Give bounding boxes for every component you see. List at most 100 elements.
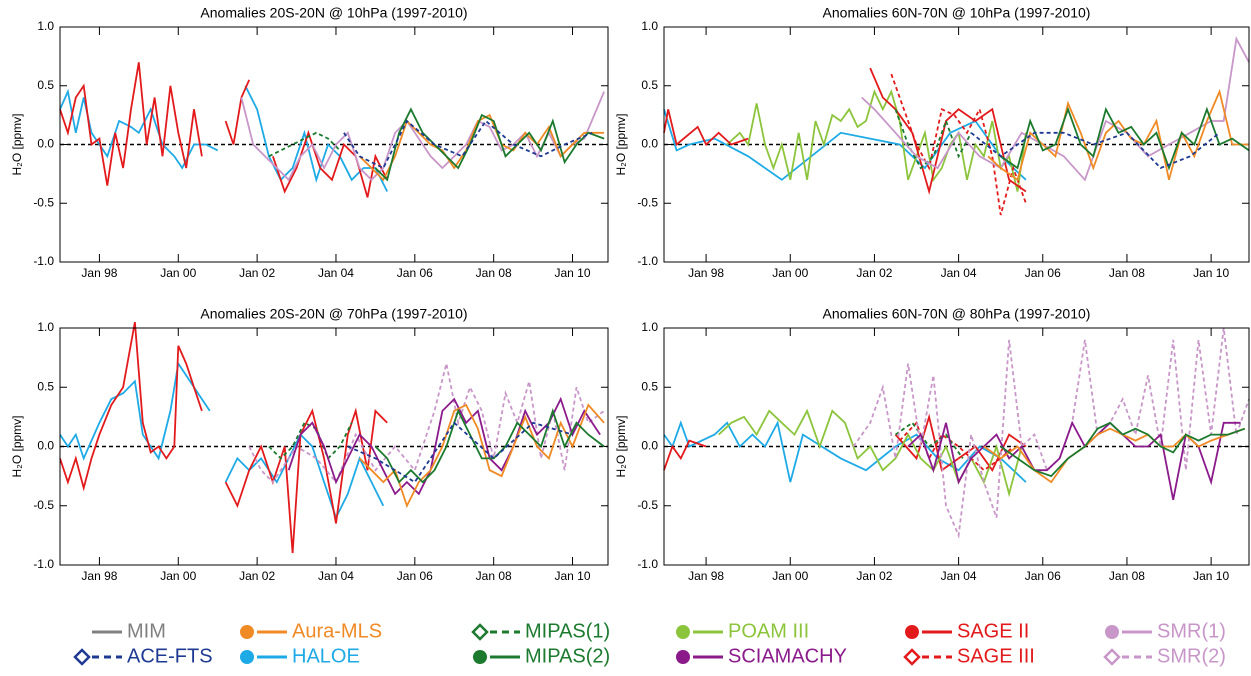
y-tick-label: 0.0: [641, 439, 658, 453]
y-tick-label: 1.0: [37, 320, 54, 334]
legend-label: MIM: [127, 620, 166, 642]
y-axis-label: H₂O [ppmv]: [614, 415, 628, 477]
legend-marker: [903, 648, 921, 666]
x-tick-label: Jan 06: [397, 266, 433, 280]
legend-marker: [240, 625, 254, 639]
legend-marker: [73, 648, 91, 666]
series-line: [663, 420, 1027, 483]
legend-marker: [905, 625, 919, 639]
series-line: [374, 408, 605, 484]
x-tick-label: Jan 04: [318, 266, 354, 280]
y-tick-label: 0.0: [37, 137, 54, 151]
x-tick-label: Jan 02: [239, 569, 275, 583]
series-line: [343, 119, 593, 170]
series-line: [852, 327, 1250, 539]
legend-marker: [473, 650, 487, 664]
y-tick-label: -1.0: [637, 557, 658, 571]
x-tick-label: Jan 10: [555, 266, 591, 280]
series-line: [248, 363, 605, 484]
series-line: [268, 421, 353, 461]
series-line: [59, 321, 388, 554]
y-tick-label: 1.0: [641, 19, 658, 33]
series-line: [59, 361, 385, 520]
x-tick-label: Jan 02: [239, 266, 275, 280]
series-line: [663, 67, 1027, 196]
chart-title: Anomalies 20S-20N @ 10hPa (1997-2010): [200, 5, 467, 21]
series-line: [59, 62, 389, 198]
series-line: [663, 109, 1027, 181]
x-tick-label: Jan 10: [1193, 569, 1229, 583]
y-tick-label: -0.5: [637, 195, 658, 209]
series-line: [894, 108, 972, 170]
legend-marker: [1103, 648, 1121, 666]
x-tick-label: Jan 98: [81, 266, 117, 280]
series-line: [1000, 421, 1246, 478]
y-tick-label: -1.0: [33, 254, 54, 268]
x-tick-label: Jan 08: [1109, 569, 1145, 583]
series-line: [970, 131, 1221, 170]
x-tick-label: Jan 00: [160, 569, 196, 583]
series-line: [890, 73, 1027, 216]
plot-frame: [663, 26, 1250, 263]
y-tick-label: 0.5: [641, 379, 658, 393]
legend-label: SAGE II: [957, 620, 1029, 642]
series-line: [347, 421, 573, 484]
legend-label: MIPAS(2): [525, 645, 610, 667]
x-tick-label: Jan 06: [397, 569, 433, 583]
legend-label: SMR(1): [1157, 620, 1226, 642]
x-tick-label: Jan 10: [1193, 266, 1229, 280]
y-tick-label: 0.0: [641, 137, 658, 151]
x-tick-label: Jan 00: [772, 266, 808, 280]
chart-title: Anomalies 20S-20N @ 70hPa (1997-2010): [200, 306, 467, 322]
series-line: [894, 421, 964, 459]
y-tick-label: -1.0: [33, 557, 54, 571]
legend-label: Aura-MLS: [292, 620, 382, 642]
x-tick-label: Jan 98: [81, 569, 117, 583]
x-tick-label: Jan 00: [160, 266, 196, 280]
plot-frame: [663, 327, 1250, 566]
legend-marker: [676, 650, 690, 664]
plot-frame: [59, 327, 609, 566]
y-tick-label: -0.5: [33, 498, 54, 512]
legend-label: HALOE: [292, 645, 360, 667]
x-tick-label: Jan 06: [1025, 569, 1061, 583]
legend-label: SMR(2): [1157, 645, 1226, 667]
legend-label: SAGE III: [957, 645, 1035, 667]
x-tick-label: Jan 04: [941, 569, 977, 583]
legend-marker: [676, 625, 690, 639]
x-tick-label: Jan 04: [941, 266, 977, 280]
y-tick-label: -0.5: [33, 195, 54, 209]
legend-marker: [1105, 625, 1119, 639]
series-line: [907, 420, 1241, 500]
y-tick-label: -1.0: [637, 254, 658, 268]
x-tick-label: Jan 06: [1025, 266, 1061, 280]
series-line: [287, 396, 601, 496]
legend-label: MIPAS(1): [525, 620, 610, 642]
series-line: [726, 89, 1027, 192]
x-tick-label: Jan 08: [1109, 266, 1145, 280]
legend-label: SCIAMACHY: [728, 645, 847, 667]
y-axis-label: H₂O [ppmv]: [10, 415, 24, 477]
plot-frame: [59, 26, 609, 263]
legend-label: ACE-FTS: [127, 645, 213, 667]
x-tick-label: Jan 02: [856, 569, 892, 583]
series-line: [240, 91, 605, 182]
chart-title: Anomalies 60N-70N @ 80hPa (1997-2010): [823, 306, 1091, 322]
series-line: [268, 131, 341, 158]
y-tick-label: -0.5: [637, 498, 658, 512]
x-tick-label: Jan 98: [688, 569, 724, 583]
legend-marker: [471, 623, 489, 641]
y-axis-label: H₂O [ppmv]: [10, 113, 24, 175]
chart-title: Anomalies 60N-70N @ 10hPa (1997-2010): [823, 5, 1091, 21]
y-tick-label: 0.5: [37, 78, 54, 92]
x-tick-label: Jan 98: [688, 266, 724, 280]
x-tick-label: Jan 08: [476, 266, 512, 280]
y-axis-label: H₂O [ppmv]: [614, 113, 628, 175]
x-tick-label: Jan 08: [476, 569, 512, 583]
x-tick-label: Jan 10: [555, 569, 591, 583]
series-line: [1000, 106, 1250, 171]
series-line: [374, 107, 605, 182]
series-line: [358, 113, 605, 182]
